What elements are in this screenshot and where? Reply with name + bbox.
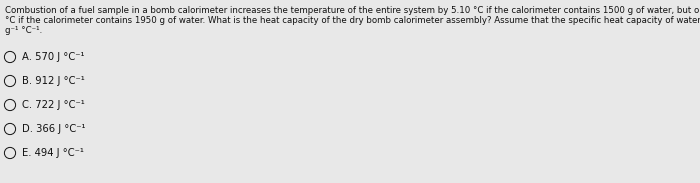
- Text: C. 722 J °C⁻¹: C. 722 J °C⁻¹: [22, 100, 85, 110]
- Text: g⁻¹ °C⁻¹.: g⁻¹ °C⁻¹.: [5, 26, 42, 35]
- Text: Combustion of a fuel sample in a bomb calorimeter increases the temperature of t: Combustion of a fuel sample in a bomb ca…: [5, 6, 700, 15]
- Text: A. 570 J °C⁻¹: A. 570 J °C⁻¹: [22, 52, 85, 62]
- Text: E. 494 J °C⁻¹: E. 494 J °C⁻¹: [22, 148, 84, 158]
- Text: B. 912 J °C⁻¹: B. 912 J °C⁻¹: [22, 76, 85, 86]
- Text: D. 366 J °C⁻¹: D. 366 J °C⁻¹: [22, 124, 85, 134]
- Text: °C if the calorimeter contains 1950 g of water. What is the heat capacity of the: °C if the calorimeter contains 1950 g of…: [5, 16, 700, 25]
